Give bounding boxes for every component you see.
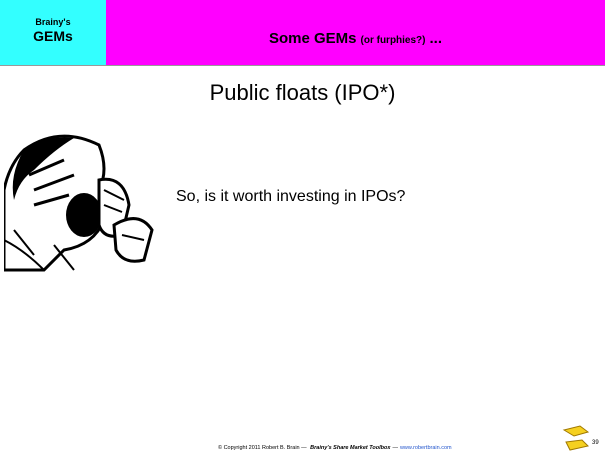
page-number: 39: [592, 440, 599, 446]
gold-icon: [562, 425, 590, 451]
body-text: So, is it worth investing in IPOs?: [176, 188, 406, 205]
divider: [0, 65, 605, 66]
header-main: Some GEMs: [268, 30, 357, 47]
header-suffix: ...: [429, 30, 443, 47]
header-title: Some GEMs (or furphies?)...: [106, 30, 605, 48]
footer: © Copyright 2011 Robert B. Brain — Brain…: [218, 445, 452, 451]
slide-title: Public floats (IPO*): [209, 80, 396, 105]
book-title: Brainy's Share Market Toolbox: [310, 445, 391, 451]
url: www.robertbrain.com: [399, 445, 452, 451]
copyright: © Copyright 2011 Robert B. Brain —: [218, 445, 307, 451]
shouting-man-illustration: [4, 134, 154, 272]
header-bar: Some GEMs (or furphies?)...: [106, 0, 605, 65]
logo-line: GEMs: [33, 28, 73, 44]
separator: —: [392, 445, 398, 451]
logo-line: Brainy's: [35, 17, 71, 27]
logo-box: Brainy's GEMs: [0, 0, 106, 65]
header-note: (or furphies?): [360, 35, 426, 46]
